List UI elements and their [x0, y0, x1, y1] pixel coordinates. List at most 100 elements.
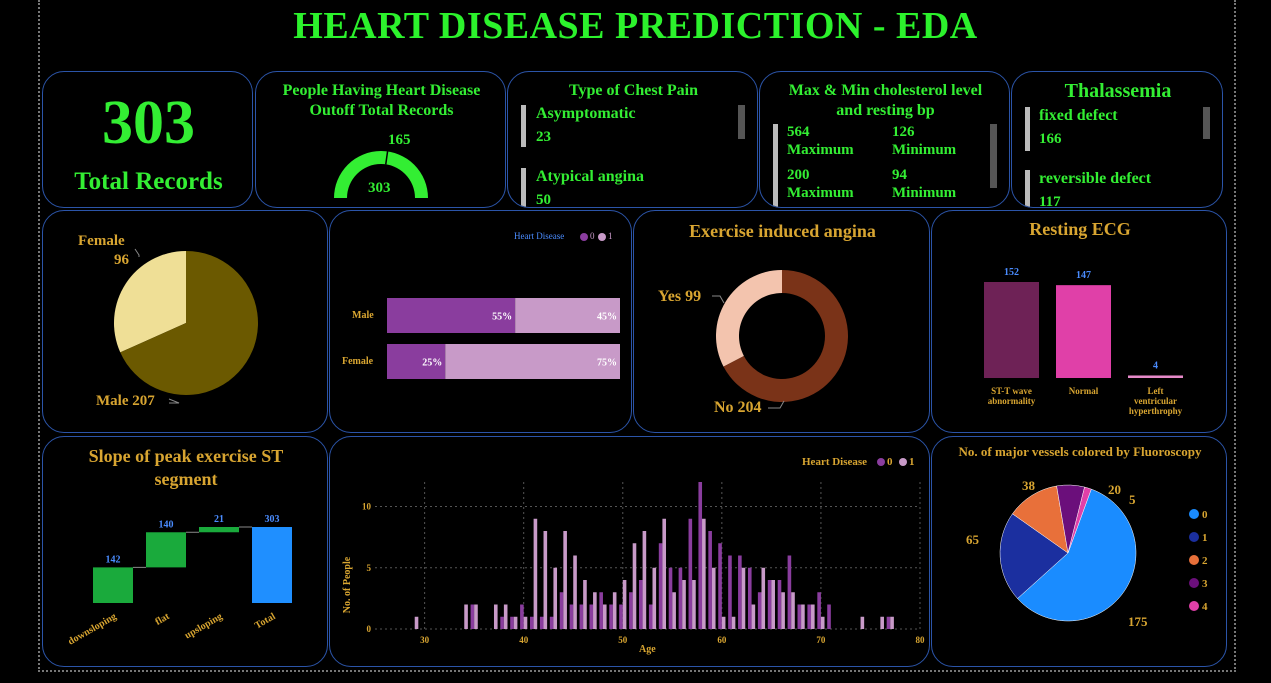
bar [702, 518, 706, 629]
bar [629, 592, 633, 629]
tick-label: ST-T wave [991, 386, 1032, 396]
bar [811, 604, 815, 629]
bar [984, 282, 1039, 378]
tick-label: 0 [367, 624, 372, 634]
chest-pain-card[interactable]: Type of Chest Pain Asymptomatic 23 Atypi… [507, 71, 758, 208]
chest-pain-title: Type of Chest Pain [568, 82, 699, 99]
tick-label: 70 [816, 635, 826, 645]
donut-slice [716, 270, 782, 367]
tick-label: downsloping [66, 611, 118, 647]
data-label: 142 [106, 554, 121, 565]
legend-swatch-1 [899, 458, 907, 466]
bar [767, 580, 772, 629]
cholesterol-bp-card[interactable]: Max & Min cholesterol level and resting … [759, 71, 1010, 208]
legend-label: 1 [1202, 532, 1208, 544]
thalassemia-card[interactable]: Thalassemia fixed defect 166 reversible … [1011, 71, 1223, 208]
tick-label: Left [1148, 386, 1164, 396]
bar [751, 604, 756, 629]
chest-pain-item-value: 50 [536, 192, 551, 208]
exercise-angina-card[interactable]: Exercise induced angina Yes 99 No 204 [633, 210, 930, 433]
chest-pain-item-name: Asymptomatic [536, 105, 636, 122]
legend-swatch [1189, 509, 1199, 519]
bar [708, 531, 712, 629]
thal-title: Thalassemia [1064, 80, 1172, 102]
bar-segment [445, 344, 620, 379]
legend-label-1: 1 [608, 231, 613, 241]
bar [563, 531, 567, 629]
scrollbar[interactable] [1203, 107, 1210, 139]
chol-title-line2: and resting bp [836, 102, 935, 119]
age-histogram-card[interactable]: Heart Disease 30 40 50 60 70 80 0 5 10 No. of Pe… [329, 436, 930, 667]
tick-label: 50 [618, 635, 628, 645]
bar [543, 531, 548, 629]
bar [642, 531, 647, 629]
bar [549, 616, 554, 629]
gender-heart-disease-card[interactable]: Heart Disease 55% 45% 25% 75% 0 1 Male Fema… [329, 210, 632, 433]
waterfall-chart: 142 downsloping 140 flat 21 upsloping 303 Total [66, 514, 292, 648]
bar [672, 592, 676, 629]
bar [860, 616, 865, 629]
total-records-card[interactable]: 303 Total Records [42, 71, 253, 208]
donut-chart [712, 270, 848, 409]
gauge-chart [334, 151, 428, 198]
resting-ecg-card[interactable]: Resting ECG 152 ST-T wave abnormality 147 No… [931, 210, 1227, 433]
bar [464, 604, 468, 629]
bar [539, 616, 544, 629]
heart-disease-gauge-card[interactable]: People Having Heart Disease Outoff Total… [255, 71, 506, 208]
list-item-marker [1025, 107, 1030, 151]
pie-slice [113, 251, 186, 353]
bar [602, 604, 607, 629]
bar [688, 518, 693, 629]
bar [533, 518, 538, 629]
bar [747, 567, 752, 629]
gauge-max: 303 [368, 180, 391, 196]
slope-card[interactable]: Slope of peak exercise ST segment 142 dow… [42, 436, 328, 667]
legend-swatch [1189, 532, 1199, 542]
donut-slice [723, 270, 848, 402]
vessels-card[interactable]: No. of major vessels colored by Fluorosc… [931, 436, 1227, 667]
tick-label: hyperthrophy [1129, 406, 1183, 416]
legend-swatch-0 [580, 233, 588, 241]
scrollbar[interactable] [738, 105, 745, 139]
chart-title: No. of major vessels colored by Fluorosc… [958, 444, 1202, 459]
total-records-value: 303 [102, 89, 195, 157]
male-label: Male 207 [96, 393, 155, 409]
data-label: 175 [1128, 614, 1148, 629]
chol-max-value: 564 [787, 124, 810, 140]
stacked-bar-chart: 55% 45% 25% 75% [387, 233, 620, 379]
data-label: 45% [597, 312, 617, 323]
legend-label-1: 1 [909, 456, 915, 468]
vessels-pie-chart: 175 65 38 20 5 0 1 2 3 4 [966, 478, 1208, 629]
thal-item-name: fixed defect [1039, 107, 1118, 124]
bar [731, 616, 736, 629]
bar [718, 543, 722, 629]
tick-label: 40 [519, 635, 529, 645]
female-value: 96 [114, 252, 129, 268]
data-label: 4 [1153, 360, 1158, 371]
bar-segment [387, 298, 516, 333]
bar [146, 532, 186, 568]
list-item-marker [521, 168, 526, 207]
tick-label: 10 [362, 502, 372, 512]
bar [721, 616, 726, 629]
yes-label: Yes 99 [658, 288, 702, 305]
bar [470, 604, 475, 629]
bar [589, 604, 594, 629]
tick-label: flat [153, 611, 172, 628]
gauge-value: 165 [388, 132, 411, 148]
bar [682, 580, 686, 629]
legend-swatch [1189, 601, 1199, 611]
data-label: 21 [214, 514, 224, 525]
scrollbar[interactable] [990, 124, 997, 188]
bar [817, 592, 821, 629]
bar [807, 604, 812, 629]
data-label: 75% [597, 358, 617, 369]
tick-label: 5 [367, 563, 372, 573]
bar-segment [387, 344, 446, 379]
bar [583, 580, 587, 629]
pie-slice [999, 513, 1069, 599]
gender-pie-card[interactable]: Female 96 Male 207 [42, 210, 328, 433]
bar [599, 592, 603, 629]
